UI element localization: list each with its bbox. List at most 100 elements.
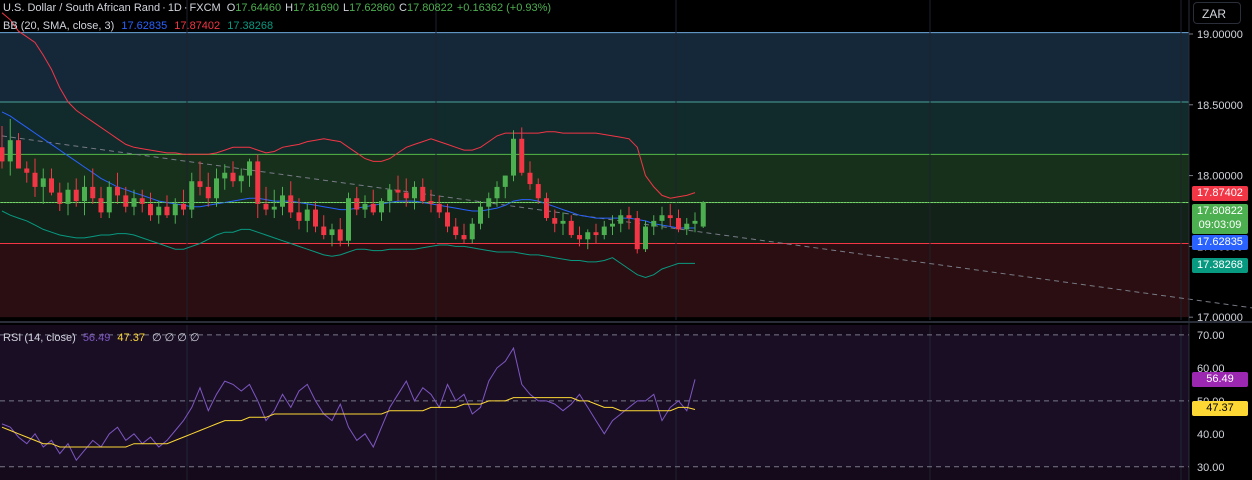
candle-body <box>502 175 508 187</box>
candle-body <box>189 181 195 210</box>
bb-upper-price-tag: 17.87402 <box>1192 186 1248 201</box>
candle-body <box>395 189 401 193</box>
symbol-legend: U.S. Dollar / South African Rand · 1D · FXCM… <box>3 2 555 14</box>
candle-body <box>346 198 351 241</box>
candle-body <box>436 203 442 213</box>
countdown-timer: 09:03:09 <box>1198 219 1242 231</box>
currency-button[interactable]: ZAR <box>1193 2 1241 24</box>
candle-body <box>568 220 574 236</box>
candle-body <box>57 192 63 204</box>
price-zone-2 <box>0 154 1189 204</box>
bb-lower-price-tag: 17.38268 <box>1192 258 1248 273</box>
candle-body <box>453 226 459 236</box>
candle-body <box>469 223 475 240</box>
candle-body <box>445 212 450 227</box>
candle-body <box>263 203 269 210</box>
candle-body <box>230 172 236 182</box>
rsi-tick-label: 30.00 <box>1197 462 1225 474</box>
candle-body <box>7 140 13 162</box>
bb-lower-value: 17.38268 <box>227 20 274 32</box>
low-label: L <box>343 2 350 14</box>
candle-body <box>478 206 483 224</box>
bb-lower-line <box>1 210 695 279</box>
candle-body <box>643 226 648 250</box>
candle-body <box>494 186 500 199</box>
legend-sep-2: · <box>183 2 188 14</box>
candle-body <box>313 209 318 227</box>
price-zone-1 <box>0 101 1189 155</box>
candle-body <box>304 209 310 221</box>
candle-body <box>214 178 219 199</box>
price-zone-3 <box>0 203 1189 244</box>
candle-body <box>32 172 38 187</box>
candle-body <box>387 189 393 202</box>
candle-body <box>197 181 203 187</box>
candle-body <box>379 201 384 213</box>
rsi-band-fill <box>0 334 1189 467</box>
candle-body <box>412 186 417 199</box>
rsi-legend[interactable]: RSI (14, close) 56.49 47.37 ∅ ∅ ∅ ∅ <box>3 331 204 344</box>
high-value: 17.81690 <box>293 2 340 14</box>
symbol-name[interactable]: U.S. Dollar / South African Rand <box>3 2 161 14</box>
price-zone-0 <box>0 32 1189 102</box>
candle-body <box>181 203 186 210</box>
candle-body <box>40 178 46 187</box>
candle-body <box>271 206 277 210</box>
candle-body <box>164 206 170 216</box>
price-tick-label: 18.50000 <box>1197 100 1243 112</box>
rsi-ma-legend-value: 47.37 <box>117 332 145 344</box>
close-price-tag: 17.80822 09:03:09 <box>1192 204 1248 234</box>
rsi-line <box>1 346 696 462</box>
bb-legend[interactable]: BB (20, SMA, close, 3) 17.62835 17.87402… <box>3 20 277 32</box>
candle-body <box>148 203 153 216</box>
bb-label: BB (20, SMA, close, 3) <box>3 20 115 32</box>
candle-body <box>610 223 615 227</box>
candle-body <box>139 198 145 204</box>
legend-sep-1: · <box>162 2 166 14</box>
candle-body <box>280 195 285 207</box>
candle-body <box>222 172 228 179</box>
candle-body <box>247 161 252 176</box>
candle-body <box>16 140 21 169</box>
rsi-ma-value-tag: 47.37 <box>1192 401 1248 416</box>
close-label: C <box>399 2 407 14</box>
candle-body <box>49 178 54 193</box>
candle-body <box>511 138 516 176</box>
price-tick-label: 17.00000 <box>1197 312 1243 324</box>
candle-body <box>676 218 681 230</box>
rsi-extra: ∅ ∅ ∅ ∅ <box>152 332 200 344</box>
candle-body <box>601 226 607 236</box>
candle-body <box>106 186 112 213</box>
open-label: O <box>226 2 236 14</box>
candle-body <box>123 195 129 207</box>
rsi-pane-background <box>0 325 1189 480</box>
candle-body <box>618 215 624 224</box>
candle-body <box>73 189 79 202</box>
candle-body <box>90 186 96 199</box>
bb-upper-value: 17.87402 <box>174 20 221 32</box>
candle-body <box>544 198 549 219</box>
rsi-value-tag: 56.49 <box>1192 372 1248 387</box>
rsi-legend-value: 56.49 <box>82 332 111 344</box>
candle-body <box>403 192 409 199</box>
candle-body <box>354 198 360 210</box>
candle-body <box>428 201 434 204</box>
candle-body <box>560 220 566 224</box>
rsi-tick-label: 40.00 <box>1197 429 1225 441</box>
candle-body <box>255 161 261 204</box>
close-value: 17.80822 <box>406 2 453 14</box>
candle-body <box>98 198 104 213</box>
candle-body <box>527 172 533 185</box>
candle-body <box>486 198 492 207</box>
bb-basis-price-tag: 17.62835 <box>1192 235 1248 250</box>
candle-body <box>329 229 335 236</box>
candle-body <box>337 229 343 241</box>
candle-body <box>585 232 591 240</box>
low-value: 17.62860 <box>349 2 396 14</box>
candle-body <box>321 226 327 236</box>
interval-label: 1D <box>167 2 182 14</box>
open-value: 17.64460 <box>235 2 282 14</box>
candle-body <box>651 220 657 227</box>
bb-basis-value: 17.62835 <box>121 20 168 32</box>
